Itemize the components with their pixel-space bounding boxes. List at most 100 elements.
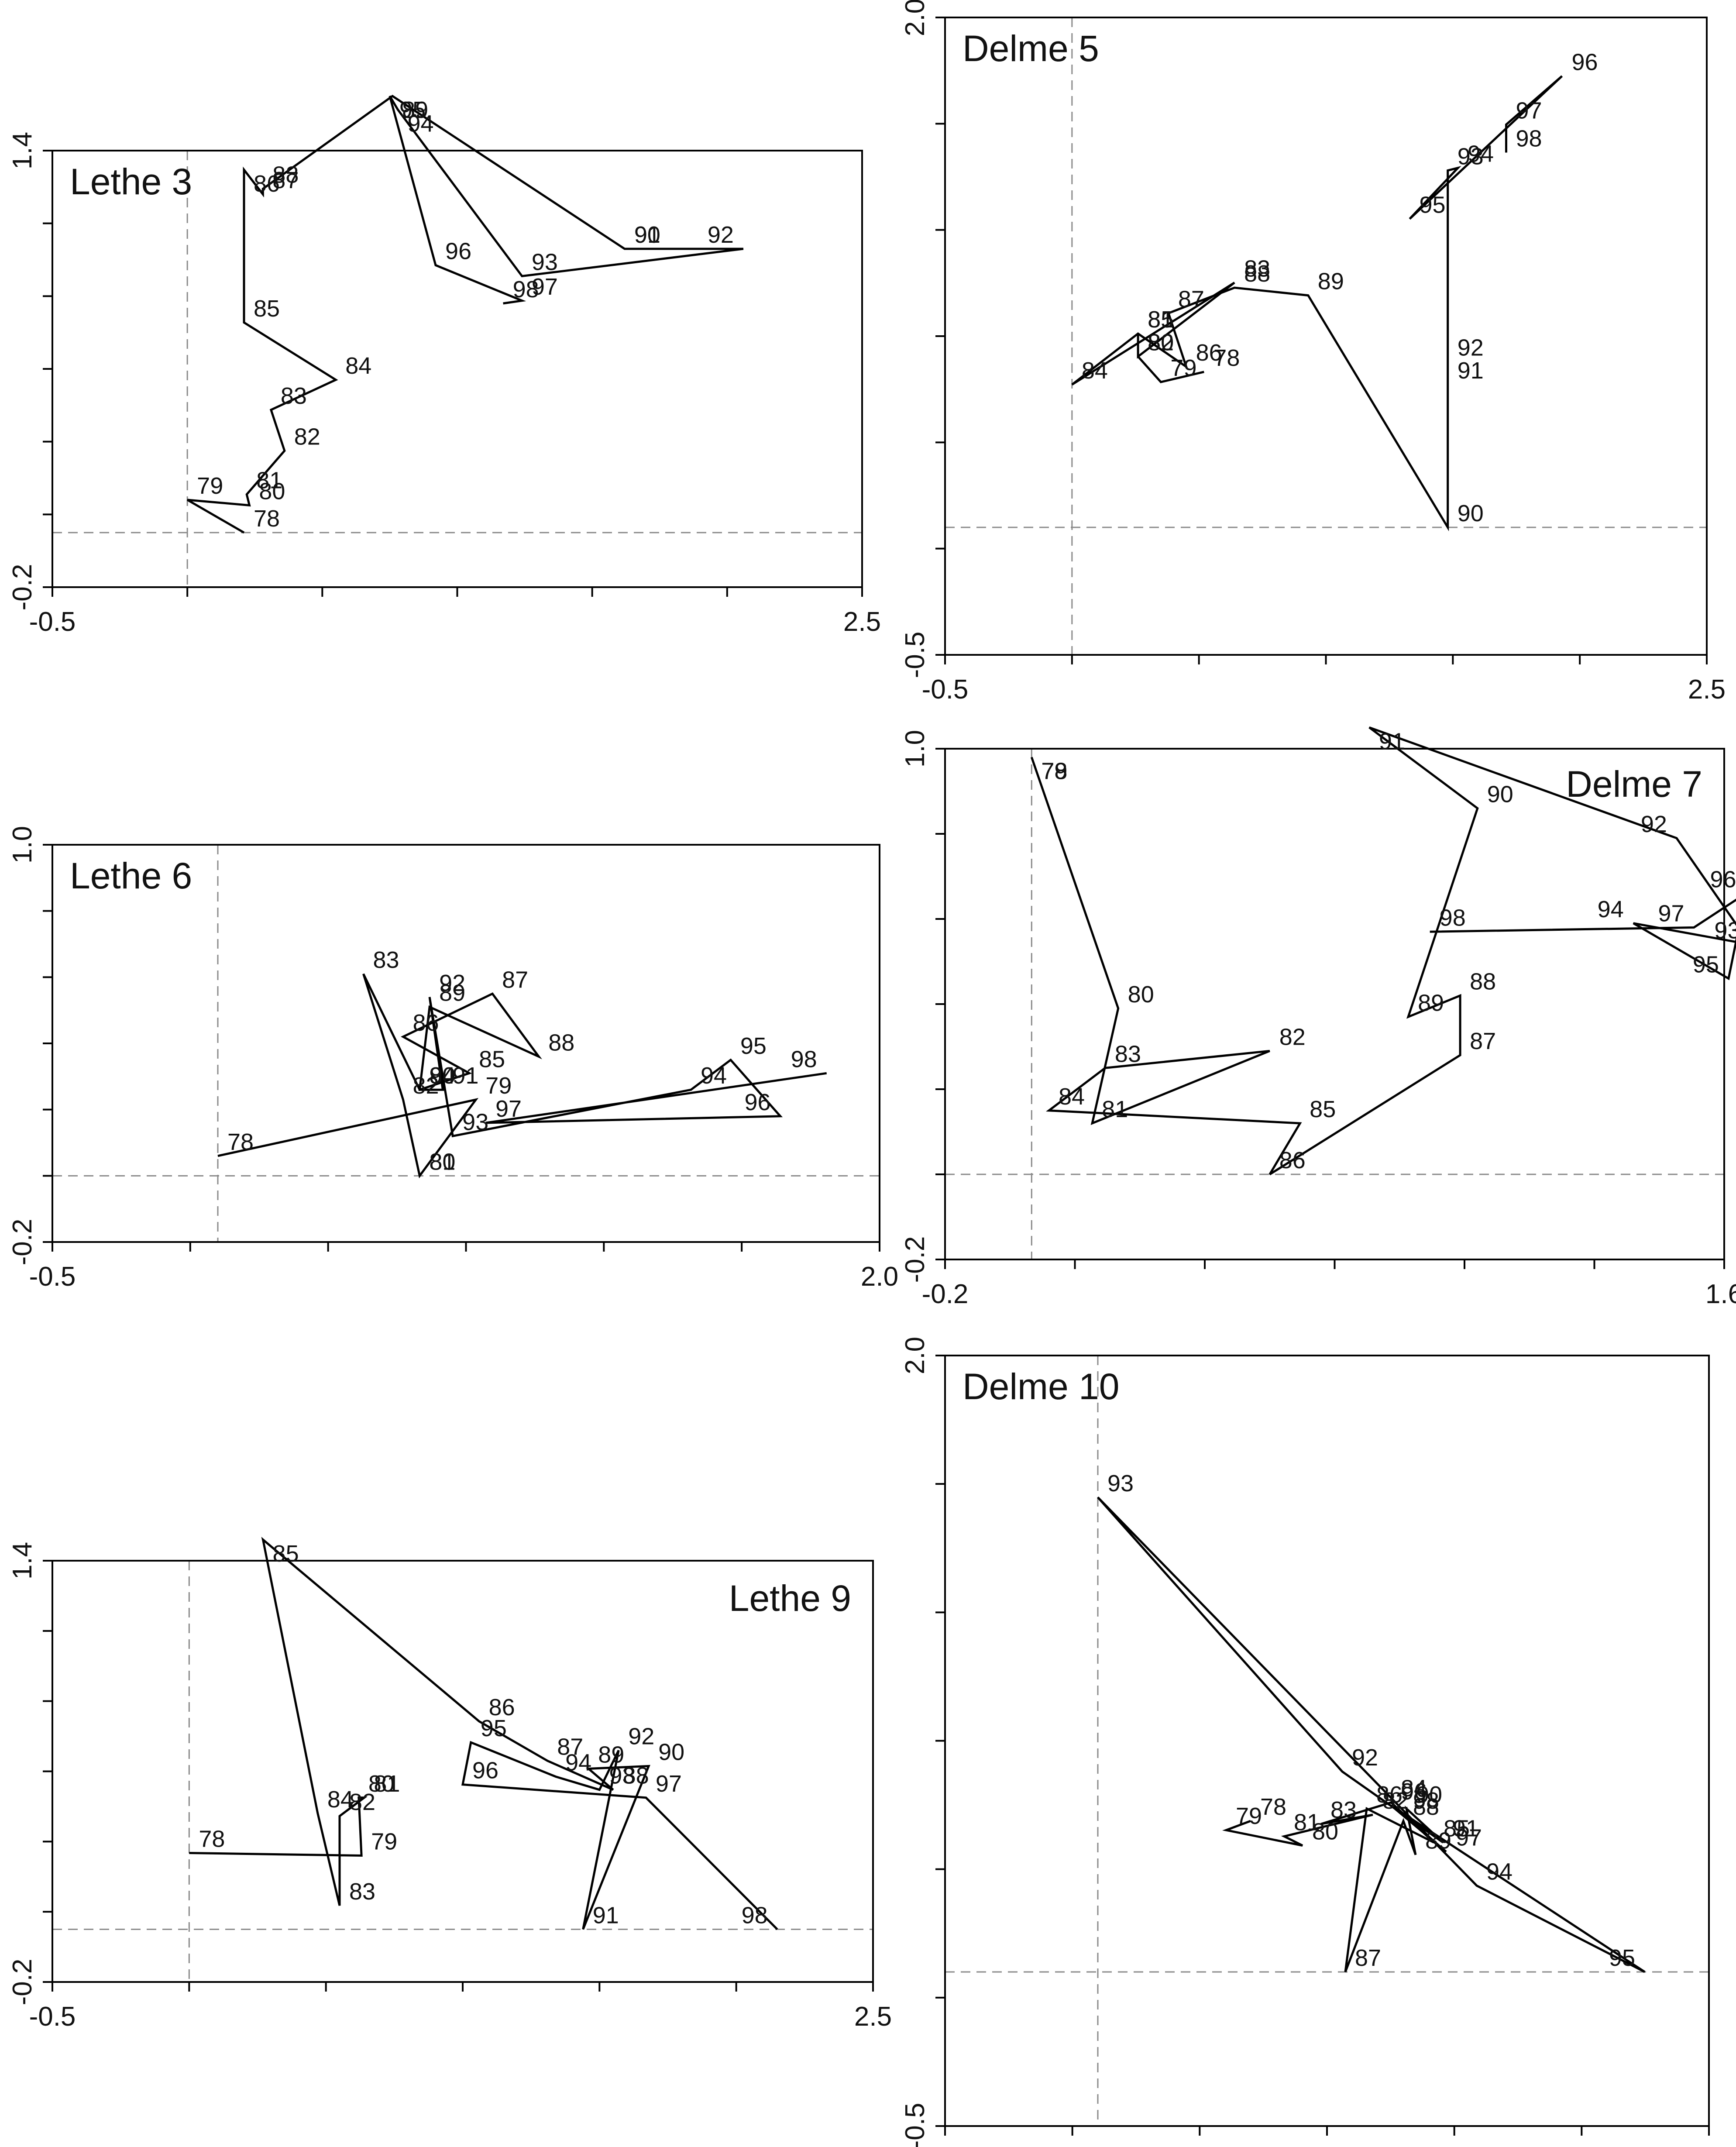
year-point-label: 80 bbox=[368, 1771, 395, 1797]
year-point-label: 82 bbox=[1279, 1024, 1306, 1050]
year-point-label: 87 bbox=[502, 967, 528, 993]
year-point-label: 96 bbox=[445, 238, 471, 265]
y-tick-label-max: 1.4 bbox=[7, 132, 38, 169]
year-point-label: 94 bbox=[701, 1063, 727, 1089]
year-point-label: 79 bbox=[371, 1829, 397, 1855]
year-point-label: 95 bbox=[1693, 952, 1719, 978]
year-point-label: 78 bbox=[199, 1826, 225, 1852]
year-point-label: 79 bbox=[1170, 355, 1196, 381]
year-point-label: 82 bbox=[1382, 1788, 1409, 1814]
year-point-label: 80 bbox=[1312, 1819, 1338, 1845]
year-point-label: 86 bbox=[413, 1010, 439, 1036]
y-tick-label-min: -0.2 bbox=[7, 564, 38, 611]
x-tick-label-max: 2.5 bbox=[1688, 674, 1726, 705]
year-point-label: 92 bbox=[1458, 334, 1484, 361]
year-point-label: 98 bbox=[791, 1046, 817, 1072]
year-point-label: 79 bbox=[197, 473, 223, 499]
year-point-label: 84 bbox=[1059, 1084, 1085, 1110]
year-point-label: 89 bbox=[439, 980, 465, 1006]
year-point-label: 96 bbox=[1710, 867, 1736, 893]
year-point-label: 94 bbox=[1598, 896, 1624, 922]
x-tick-label-min: -0.5 bbox=[29, 1262, 76, 1292]
year-trajectory-line bbox=[1030, 726, 1736, 1176]
year-point-label: 96 bbox=[1571, 49, 1598, 75]
year-point-label: 94 bbox=[1468, 141, 1494, 167]
year-point-label: 88 bbox=[1413, 1794, 1439, 1820]
year-point-label: 90 bbox=[1487, 781, 1513, 808]
y-tick-label-min: -0.2 bbox=[7, 1219, 38, 1266]
year-point-label: 87 bbox=[1470, 1028, 1496, 1054]
year-point-label: 93 bbox=[532, 249, 558, 275]
year-trajectory-line bbox=[217, 973, 827, 1179]
year-point-label: 78 bbox=[1260, 1794, 1286, 1820]
x-tick-label-max: 2.0 bbox=[1690, 2146, 1728, 2147]
year-point-label: 78 bbox=[1041, 758, 1067, 784]
x-tick-label-max: 2.0 bbox=[861, 1262, 898, 1292]
panel-title: Delme 10 bbox=[963, 1366, 1120, 1407]
year-point-label: 88 bbox=[548, 1029, 574, 1056]
year-point-label: 78 bbox=[227, 1129, 254, 1155]
year-point-label: 92 bbox=[708, 222, 734, 248]
year-point-label: 80 bbox=[259, 478, 285, 505]
year-point-label: 93 bbox=[609, 1763, 635, 1789]
year-point-label: 92 bbox=[628, 1723, 654, 1749]
year-point-label: 87 bbox=[272, 167, 299, 193]
plot-frame bbox=[944, 17, 1708, 656]
year-point-label: 87 bbox=[557, 1734, 583, 1760]
year-point-label: 97 bbox=[1516, 97, 1542, 124]
year-point-label: 84 bbox=[1401, 1775, 1427, 1802]
year-point-label: 93 bbox=[1458, 143, 1484, 169]
year-point-label: 78 bbox=[254, 506, 280, 532]
year-point-label: 80 bbox=[1128, 981, 1154, 1008]
year-point-label: 88 bbox=[1244, 261, 1270, 287]
year-point-label: 85 bbox=[479, 1046, 505, 1072]
year-point-label: 96 bbox=[472, 1758, 498, 1784]
x-tick-label-min: -0.5 bbox=[29, 2002, 76, 2032]
year-point-label: 98 bbox=[513, 276, 539, 303]
y-tick-label-min: -0.2 bbox=[7, 1959, 38, 2006]
year-point-label: 85 bbox=[1148, 306, 1174, 333]
year-point-label: 92 bbox=[1641, 811, 1667, 837]
year-point-label: 81 bbox=[1102, 1096, 1128, 1122]
year-point-label: 94 bbox=[1486, 1858, 1513, 1885]
year-point-label: 78 bbox=[1213, 345, 1240, 371]
year-point-label: 93 bbox=[1107, 1470, 1134, 1497]
year-point-label: 84 bbox=[1082, 358, 1108, 384]
year-point-label: 83 bbox=[1330, 1797, 1357, 1823]
year-point-label: 86 bbox=[1376, 1782, 1403, 1808]
year-point-label: 81 bbox=[374, 1771, 400, 1797]
x-tick-label-max: 2.5 bbox=[843, 607, 881, 637]
y-tick-label-min: -0.5 bbox=[900, 2103, 930, 2147]
x-tick-label-max: 1.6 bbox=[1705, 1279, 1736, 1309]
year-point-label: 92 bbox=[439, 970, 465, 996]
year-point-label: 91 bbox=[1379, 728, 1405, 754]
year-point-label: 94 bbox=[565, 1750, 591, 1776]
y-tick-label-min: -0.2 bbox=[900, 1236, 930, 1283]
year-point-label: 97 bbox=[1456, 1825, 1482, 1851]
year-point-label: 79 bbox=[1236, 1803, 1262, 1829]
year-point-label: 81 bbox=[1294, 1809, 1320, 1835]
year-point-label: 88 bbox=[272, 162, 299, 188]
year-point-label: 86 bbox=[1279, 1147, 1306, 1173]
year-point-label: 90 bbox=[1458, 500, 1484, 526]
year-point-label: 83 bbox=[349, 1879, 375, 1905]
x-tick-label-min: -0.5 bbox=[922, 2146, 969, 2147]
year-point-label: 89 bbox=[1418, 990, 1444, 1016]
plot-frame bbox=[52, 150, 863, 588]
year-point-label: 91 bbox=[593, 1902, 619, 1928]
year-point-label: 95 bbox=[399, 97, 426, 123]
year-point-label: 94 bbox=[407, 110, 433, 137]
year-point-label: 83 bbox=[1115, 1041, 1141, 1067]
y-tick-label-min: -0.5 bbox=[900, 632, 930, 678]
year-point-label: 89 bbox=[402, 97, 428, 123]
year-point-label: 87 bbox=[1355, 1945, 1381, 1971]
year-point-label: 90 bbox=[429, 1063, 455, 1089]
year-point-label: 87 bbox=[1178, 286, 1204, 312]
year-point-label: 93 bbox=[462, 1109, 488, 1135]
year-point-label: 98 bbox=[1413, 1788, 1439, 1814]
year-point-label: 86 bbox=[1196, 340, 1222, 366]
year-point-label: 83 bbox=[281, 383, 307, 409]
